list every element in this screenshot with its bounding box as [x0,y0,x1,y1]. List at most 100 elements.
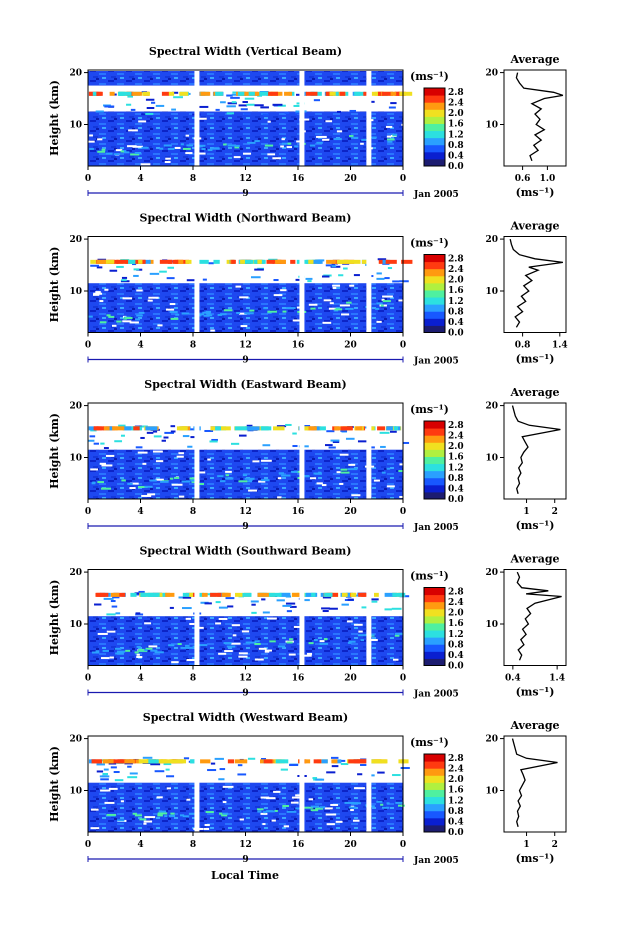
heatmap-gap-cell [115,149,123,152]
heatmap-cell [399,280,409,283]
heatmap-gap-cell [277,477,282,480]
heatmap-layer-cell [106,314,111,317]
colorbar-tick-label: 0.8 [448,807,464,817]
heatmap-band-cell [354,759,367,764]
heatmap-cell [103,104,111,107]
y-tick-label: 20 [69,402,82,412]
heatmap-band-cell [361,259,371,264]
heatmap-layer-cell [97,150,106,153]
heatmap-gap-cell [204,824,210,827]
heatmap-layer-cell [121,150,127,153]
heatmap-gap-cell [238,652,248,655]
heatmap-layer-cell [163,144,172,147]
heatmap-layer-cell [95,650,100,653]
heatmap-layer-cell [136,645,141,648]
heatmap-cell [218,606,228,609]
y-axis-label: Height (km) [48,413,61,489]
colorbar-tick-label: 2.0 [448,276,464,286]
heatmap-layer-cell [139,818,147,821]
heatmap-layer-cell [207,148,213,151]
heatmap-band-cell [234,759,248,764]
heatmap-band-cell [334,426,344,431]
heatmap-layer-cell [392,133,398,136]
heatmap-band-cell [227,759,235,764]
x-tick-label: 20 [344,674,357,684]
heatmap-gap-cell [120,800,124,803]
heatmap-band-cell [199,592,205,597]
heatmap-cell [140,436,145,439]
heatmap-cell [110,766,117,769]
heatmap-cell [377,258,387,261]
x-tick-label: 0 [400,341,406,351]
colorbar-swatch [424,435,445,443]
heatmap-layer-cell [226,645,236,648]
heatmap-band-cell [130,592,137,597]
heatmap-band-cell [126,259,136,264]
heatmap-layer-cell [181,312,190,315]
heatmap-layer-cell [257,808,264,811]
heatmap-cell [215,601,221,604]
heatmap-gap-cell [292,319,304,322]
colorbar-swatch [424,817,445,826]
heatmap-cell [244,97,255,100]
heatmap-cell [205,593,214,596]
heatmap-layer-cell [206,314,213,317]
heatmap-layer-cell [310,809,319,812]
x-tick-label: 16 [292,341,305,351]
heatmap-cell [315,778,325,781]
heatmap-layer-cell [334,308,343,311]
heatmap-layer-cell [175,313,180,316]
heatmap-layer-cell [318,471,322,474]
heatmap-layer-cell [164,815,168,818]
heatmap-gap-cell [222,785,234,788]
heatmap-cell [90,429,97,432]
heatmap-cell [368,446,375,449]
heatmap-cell [280,768,288,771]
heatmap-gap-cell [381,298,385,301]
colorbar-swatch [424,442,445,450]
heatmap-gap-cell [232,634,237,637]
colorbar-swatch [424,137,445,146]
heatmap-gap-cell [316,482,323,485]
heatmap-cell [390,102,397,105]
heatmap-band-cell [176,426,186,431]
heatmap-gap-cell [101,464,113,467]
heatmap-layer-cell [150,649,158,652]
heatmap-layer-cell [205,310,212,313]
heatmap-layer-cell [244,312,254,315]
heatmap-cell [328,446,336,449]
heatmap-band-cell [259,91,269,96]
heatmap-layer-cell [244,477,255,480]
heatmap-layer-cell [132,812,137,815]
heatmap-cell [207,769,217,772]
heatmap-gap-cell [360,142,364,145]
colorbar-tick-label: 1.6 [448,786,464,796]
heatmap-gap-cell [399,495,405,498]
heatmap-cell [151,101,156,104]
x-tick-label: 0 [85,507,91,517]
heatmap-layer-cell [257,810,262,813]
heatmap-cell [384,608,392,611]
heatmap-cell [262,444,271,447]
heatmap-cell [170,425,176,428]
heatmap-cell [331,265,337,268]
heatmap-layer-cell [198,644,208,647]
heatmap-gap-cell [341,313,350,316]
heatmap-gap-cell [399,463,408,466]
heatmap-layer-cell [333,309,339,312]
heatmap-cell [341,603,349,606]
heatmap-cell [127,765,132,768]
heatmap-cell [237,773,247,776]
heatmap-gap-cell [382,295,393,298]
heatmap-gap-cell [186,798,191,801]
heatmap-gap-cell [296,140,300,143]
colorbar-swatch [424,304,445,312]
colorbar-swatch [424,810,445,819]
heatmap-layer-cell [260,479,270,482]
heatmap-data-gap [366,736,372,832]
y-axis-label: Height (km) [48,580,61,656]
heatmap-cell [246,424,253,427]
heatmap-band-cell [275,259,286,264]
colorbar-swatch [424,622,445,631]
x-tick-label: 8 [190,507,196,517]
